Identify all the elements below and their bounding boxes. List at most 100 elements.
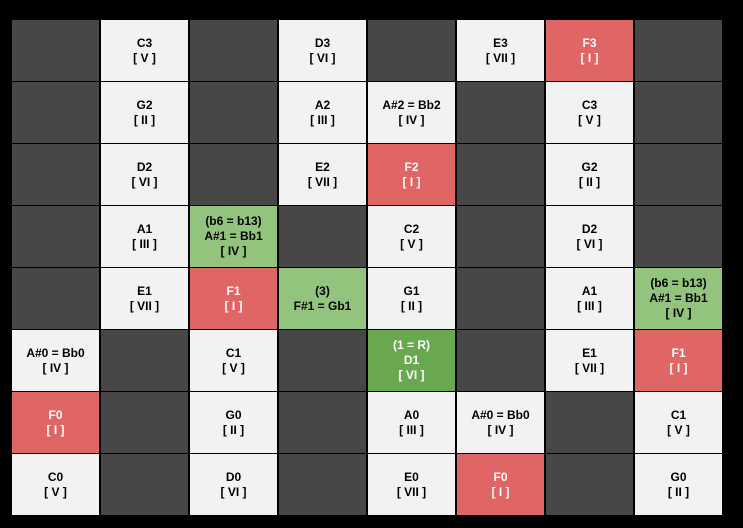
cell-text: [ I ] bbox=[402, 174, 421, 189]
note-cell: E3[ VII ] bbox=[457, 20, 544, 81]
note-cell bbox=[279, 206, 366, 267]
note-cell: E0[ VII ] bbox=[368, 454, 455, 515]
cell-text: E2 bbox=[315, 159, 330, 174]
cell-text: G0 bbox=[670, 469, 687, 484]
note-cell: E1[ VII ] bbox=[546, 330, 633, 391]
cell-text: F1 bbox=[671, 345, 686, 360]
cell-text: [ I ] bbox=[46, 422, 65, 437]
cell-text: [ VI ] bbox=[220, 484, 247, 499]
note-cell bbox=[190, 20, 277, 81]
note-cell bbox=[101, 454, 188, 515]
cell-text: [ IV ] bbox=[487, 422, 514, 437]
cell-text: [ VI ] bbox=[398, 368, 425, 382]
note-cell bbox=[12, 82, 99, 143]
cell-text: F1 bbox=[226, 283, 241, 298]
cell-text: (b6 = b13) bbox=[205, 214, 262, 228]
note-cell: C3[ V ] bbox=[101, 20, 188, 81]
note-cell bbox=[457, 144, 544, 205]
cell-text: F3 bbox=[582, 35, 597, 50]
cell-text: [ III ] bbox=[577, 298, 602, 313]
note-cell: (b6 = b13) A#1 = Bb1[ IV ] bbox=[190, 206, 277, 267]
note-cell: A0[ III ] bbox=[368, 392, 455, 453]
cell-text: [ III ] bbox=[399, 422, 424, 437]
note-cell: A#0 = Bb0[ IV ] bbox=[12, 330, 99, 391]
cell-text: G0 bbox=[225, 407, 242, 422]
cell-text: A#1 = Bb1 bbox=[649, 291, 708, 305]
cell-text: [ VII ] bbox=[396, 484, 427, 499]
cell-text: [ II ] bbox=[578, 174, 601, 189]
cell-text: A0 bbox=[403, 407, 420, 422]
note-cell: F0[ I ] bbox=[457, 454, 544, 515]
cell-text: [ I ] bbox=[669, 360, 688, 375]
note-cell: C1[ V ] bbox=[635, 392, 722, 453]
cell-text: F0 bbox=[493, 469, 508, 484]
cell-text: D3 bbox=[314, 35, 331, 50]
note-cell bbox=[635, 206, 722, 267]
note-cell: D2[ VI ] bbox=[101, 144, 188, 205]
cell-text: E1 bbox=[137, 283, 152, 298]
cell-text: [ I ] bbox=[491, 484, 510, 499]
note-cell: (1 = R) D1[ VI ] bbox=[368, 330, 455, 391]
cell-text: [ I ] bbox=[224, 298, 243, 313]
cell-text: A#0 = Bb0 bbox=[26, 345, 85, 360]
cell-text: C1 bbox=[670, 407, 687, 422]
cell-text: [ II ] bbox=[133, 112, 156, 127]
cell-text: G2 bbox=[136, 97, 153, 112]
note-cell: C3[ V ] bbox=[546, 82, 633, 143]
note-cell bbox=[101, 392, 188, 453]
note-cell bbox=[279, 330, 366, 391]
cell-text: [ V ] bbox=[400, 236, 423, 251]
note-cell bbox=[457, 330, 544, 391]
note-cell: F3[ I ] bbox=[546, 20, 633, 81]
note-cell: G2[ II ] bbox=[546, 144, 633, 205]
note-cell: F1[ I ] bbox=[190, 268, 277, 329]
note-cell: D2[ VI ] bbox=[546, 206, 633, 267]
cell-text: [ V ] bbox=[667, 422, 690, 437]
note-cell bbox=[12, 268, 99, 329]
cell-text: A#1 = Bb1 bbox=[204, 229, 263, 243]
cell-text: [ VI ] bbox=[576, 236, 603, 251]
note-cell: D3[ VI ] bbox=[279, 20, 366, 81]
note-cell: C0[ V ] bbox=[12, 454, 99, 515]
cell-text: [ V ] bbox=[578, 112, 601, 127]
note-cell: A1[ III ] bbox=[546, 268, 633, 329]
note-cell: F0[ I ] bbox=[12, 392, 99, 453]
note-cell: (3) F#1 = Gb1 bbox=[279, 268, 366, 329]
note-cell: E1[ VII ] bbox=[101, 268, 188, 329]
cell-text: F0 bbox=[48, 407, 63, 422]
note-cell bbox=[190, 144, 277, 205]
cell-text: C2 bbox=[403, 221, 420, 236]
note-cell: (b6 = b13) A#1 = Bb1[ IV ] bbox=[635, 268, 722, 329]
cell-text: (1 = R) bbox=[392, 338, 430, 352]
note-cell: C1[ V ] bbox=[190, 330, 277, 391]
cell-text: [ III ] bbox=[132, 236, 157, 251]
note-cell bbox=[12, 20, 99, 81]
cell-text: [ IV ] bbox=[220, 244, 247, 258]
cell-text: C1 bbox=[225, 345, 242, 360]
cell-text: A1 bbox=[581, 283, 598, 298]
note-cell bbox=[635, 144, 722, 205]
note-cell: G0[ II ] bbox=[635, 454, 722, 515]
cell-text: G2 bbox=[581, 159, 598, 174]
cell-text: D0 bbox=[225, 469, 242, 484]
cell-text: [ VI ] bbox=[131, 174, 158, 189]
cell-text: [ III ] bbox=[310, 112, 335, 127]
note-cell bbox=[457, 268, 544, 329]
note-cell: G0[ II ] bbox=[190, 392, 277, 453]
cell-text: [ II ] bbox=[222, 422, 245, 437]
cell-text: [ IV ] bbox=[665, 306, 692, 320]
cell-text: [ V ] bbox=[222, 360, 245, 375]
cell-text: [ VII ] bbox=[485, 50, 516, 65]
cell-text: [ VI ] bbox=[309, 50, 336, 65]
cell-text: (b6 = b13) bbox=[650, 276, 707, 290]
note-cell bbox=[279, 454, 366, 515]
note-cell: F2[ I ] bbox=[368, 144, 455, 205]
note-cell: A#2 = Bb2[ IV ] bbox=[368, 82, 455, 143]
cell-text: F2 bbox=[404, 159, 419, 174]
cell-text: [ IV ] bbox=[398, 112, 425, 127]
cell-text: D1 bbox=[403, 353, 420, 367]
note-cell bbox=[279, 392, 366, 453]
cell-text: A#0 = Bb0 bbox=[471, 407, 530, 422]
note-cell: A2[ III ] bbox=[279, 82, 366, 143]
